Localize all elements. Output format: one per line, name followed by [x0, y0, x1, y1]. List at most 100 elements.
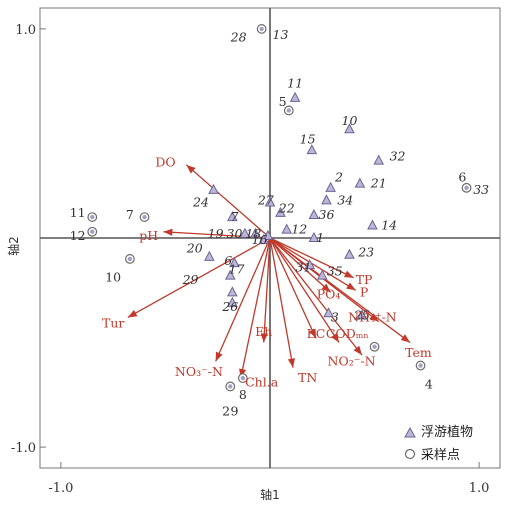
env-arrowhead-12 — [343, 270, 354, 278]
legend-label-phytoplankton: 浮游植物 — [421, 425, 473, 440]
species-marker-17 — [250, 227, 261, 238]
species-label-20: 20 — [186, 240, 203, 255]
sample-marker-core-8 — [127, 256, 133, 262]
species-marker-16 — [239, 227, 251, 238]
env-vector-4 — [240, 237, 271, 379]
species-marker-24 — [227, 296, 238, 307]
sample-label-8: 10 — [105, 270, 121, 285]
env-arrowhead-7 — [308, 328, 316, 339]
y-tick-label-0: 1.0 — [15, 23, 36, 38]
species-marker-2 — [306, 144, 318, 155]
sample-label-6: 12 — [70, 228, 86, 243]
species-marker-3 — [373, 154, 385, 165]
sample-marker-core-6 — [90, 229, 95, 234]
legend-triangle-marker — [404, 426, 416, 438]
sample-marker-core-7 — [142, 214, 147, 220]
species-marker-13 — [227, 211, 238, 222]
sample-label-2: 5 — [279, 94, 287, 109]
sample-label-1: 28 — [230, 29, 247, 44]
species-label-17: 30 — [227, 226, 243, 241]
species-label-27: 3 — [331, 309, 339, 324]
species-label-9: 23 — [357, 245, 374, 260]
env-arrowhead-8 — [331, 333, 339, 343]
species-marker-21 — [229, 257, 240, 268]
species-label-5: 2 — [334, 169, 343, 184]
species-marker-28 — [356, 309, 368, 320]
species-label-15: 1 — [316, 230, 324, 245]
sample-label-3: 6 — [458, 169, 466, 184]
species-label-26: 35 — [327, 263, 343, 278]
env-label-7: EC — [307, 326, 326, 341]
species-label-2: 15 — [300, 132, 316, 147]
species-label-4: 21 — [370, 176, 387, 191]
env-label-12: TP — [356, 272, 373, 287]
env-arrowhead-2 — [127, 309, 138, 318]
species-marker-10 — [208, 183, 219, 194]
env-arrowhead-14 — [321, 283, 331, 293]
species-label-11: 27 — [257, 192, 274, 207]
species-marker-6 — [321, 194, 332, 205]
env-label-14: PO₄ — [317, 286, 341, 301]
env-vector-14 — [269, 237, 332, 293]
species-marker-25 — [304, 259, 316, 270]
species-label-7: 36 — [319, 207, 335, 222]
y-axis-title: 轴2 — [6, 236, 21, 256]
species-label-18: 18 — [245, 226, 261, 241]
env-label-13: P — [360, 284, 368, 299]
env-label-6: TN — [298, 370, 317, 385]
env-arrowhead-9 — [353, 345, 362, 356]
species-label-16: 19 — [208, 226, 224, 241]
sample-marker-core-5 — [90, 214, 95, 220]
legend-label-sampling-site: 采样点 — [421, 448, 460, 463]
species-marker-18 — [262, 229, 274, 240]
sample-label-4: 33 — [473, 182, 489, 197]
sample-label-0: 13 — [273, 27, 289, 42]
species-label-28: 25 — [353, 307, 370, 322]
species-marker-20 — [204, 250, 215, 261]
sample-label-11: 8 — [239, 387, 247, 402]
env-label-3: NO₃⁻-N — [175, 364, 223, 379]
env-label-10: NH₄⁺-N — [348, 309, 397, 324]
env-arrowhead-6 — [287, 358, 295, 368]
species-label-13: 7 — [230, 209, 238, 224]
species-label-1: 10 — [342, 113, 358, 128]
species-label-3: 32 — [390, 148, 406, 163]
x-tick-label-1: 1.0 — [469, 481, 490, 496]
sample-label-10: 9 — [230, 404, 238, 419]
sample-marker-core-3 — [464, 185, 469, 191]
env-vector-13 — [269, 237, 357, 291]
env-vector-6 — [269, 237, 294, 368]
env-arrowhead-10 — [369, 313, 379, 322]
env-vector-2 — [127, 237, 271, 319]
species-marker-23 — [227, 286, 238, 297]
x-axis-title: 轴1 — [260, 487, 280, 502]
species-marker-12 — [275, 206, 286, 217]
species-marker-14 — [281, 223, 293, 234]
environment-vectors — [127, 164, 411, 379]
species-label-25: 31 — [296, 259, 312, 274]
sample-label-7: 7 — [126, 207, 134, 222]
species-marker-0 — [289, 91, 301, 102]
species-marker-26 — [316, 269, 328, 280]
sample-marker-core-9 — [228, 384, 233, 389]
species-marker-4 — [354, 177, 366, 188]
species-label-0: 11 — [287, 75, 303, 90]
species-label-10: 24 — [192, 194, 209, 209]
species-marker-9 — [344, 248, 355, 259]
species-label-19: 16 — [252, 232, 268, 247]
species-label-6: 34 — [337, 192, 353, 207]
species-marker-8 — [367, 219, 378, 230]
species-label-8: 14 — [381, 217, 397, 232]
env-vector-7 — [269, 237, 317, 339]
species-marker-22 — [224, 269, 236, 280]
env-label-5: Eh — [255, 324, 272, 339]
sample-marker-core-13 — [372, 344, 377, 349]
env-arrowhead-1 — [163, 228, 173, 236]
sample-marker-core-12 — [418, 363, 423, 368]
env-label-4: Chl.a — [245, 374, 279, 389]
env-arrowhead-11 — [400, 334, 411, 343]
sample-label-12: 4 — [425, 376, 433, 391]
legend: 浮游植物 采样点 — [404, 425, 473, 463]
species-marker-7 — [308, 208, 320, 219]
